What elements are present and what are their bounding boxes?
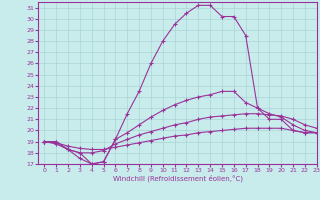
X-axis label: Windchill (Refroidissement éolien,°C): Windchill (Refroidissement éolien,°C): [113, 175, 243, 182]
